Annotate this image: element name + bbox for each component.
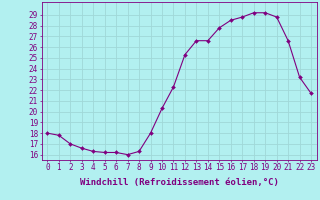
X-axis label: Windchill (Refroidissement éolien,°C): Windchill (Refroidissement éolien,°C) [80,178,279,187]
